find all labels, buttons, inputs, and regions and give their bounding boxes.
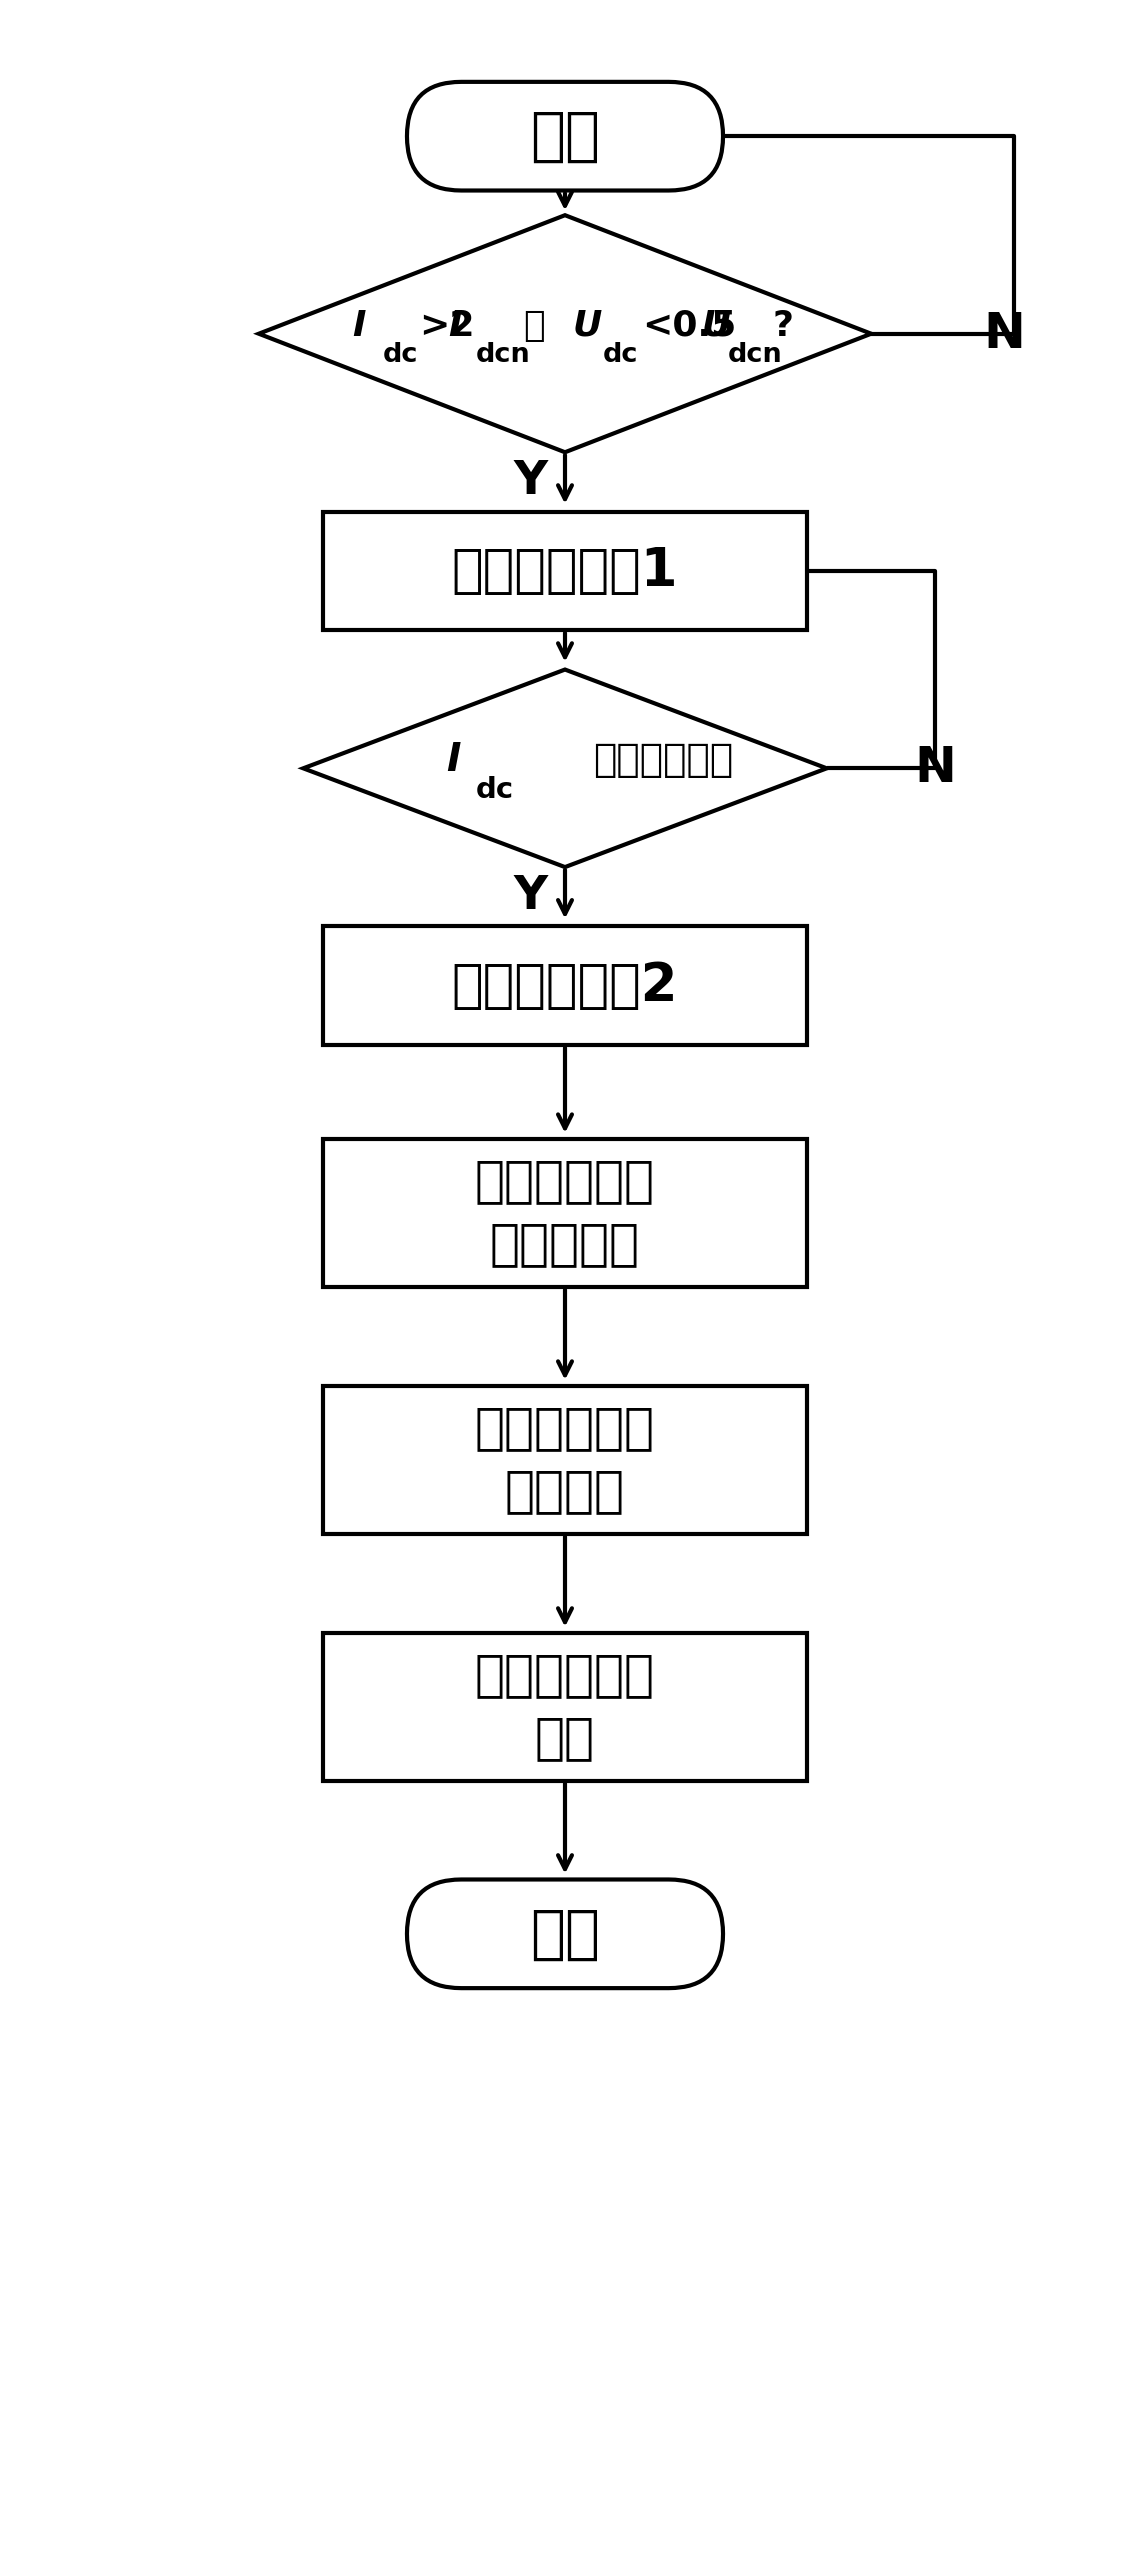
Bar [323,510,807,630]
Text: Y: Y [513,875,548,919]
Bar [323,1138,807,1286]
Text: 满足预设值？: 满足预设值？ [592,743,733,778]
Text: 滤波、解耦、
整定点补偿: 滤波、解耦、 整定点补偿 [475,1156,655,1268]
Text: dc: dc [602,342,638,367]
Text: 或: 或 [523,309,545,342]
Text: U: U [702,309,731,342]
Text: 参数识别测距
方程求解: 参数识别测距 方程求解 [475,1404,655,1516]
Text: N: N [914,745,956,791]
Text: 求解故障平均
距离: 求解故障平均 距离 [475,1651,655,1763]
Text: Y: Y [513,459,548,505]
Text: 结束: 结束 [530,1906,600,1962]
Text: >2: >2 [419,309,475,342]
Text: 开始: 开始 [530,107,600,166]
Text: 故障控制模式1: 故障控制模式1 [452,544,678,597]
Text: dc: dc [476,776,514,804]
Text: I: I [446,743,461,778]
Polygon shape [303,669,827,868]
FancyBboxPatch shape [407,82,723,191]
Text: dcn: dcn [476,342,531,367]
Text: I: I [353,309,366,342]
Bar [323,1386,807,1534]
Text: <0.5: <0.5 [642,309,737,342]
Bar [323,1633,807,1781]
Bar [323,926,807,1044]
Text: ?: ? [773,309,793,342]
Polygon shape [259,214,871,452]
Text: 故障控制模式2: 故障控制模式2 [452,960,678,1011]
Text: dc: dc [382,342,418,367]
FancyBboxPatch shape [407,1878,723,1988]
Text: N: N [983,309,1025,357]
Text: dcn: dcn [728,342,783,367]
Text: I: I [449,309,462,342]
Text: U: U [573,309,602,342]
